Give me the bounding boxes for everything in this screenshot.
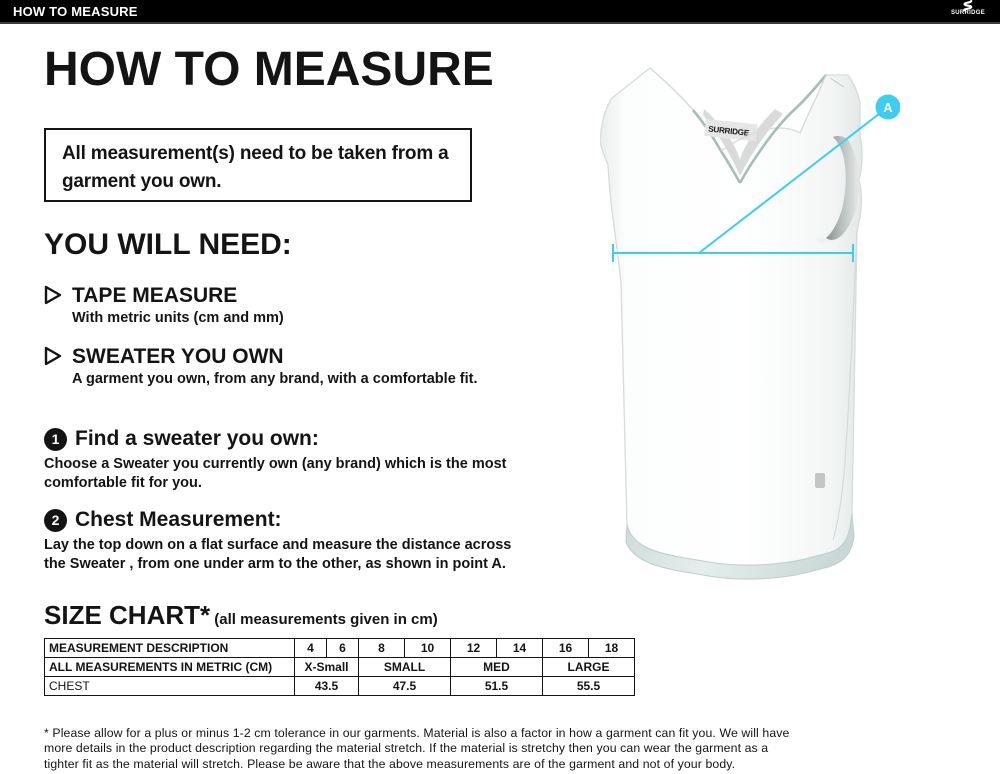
svg-text:A: A — [883, 100, 893, 115]
